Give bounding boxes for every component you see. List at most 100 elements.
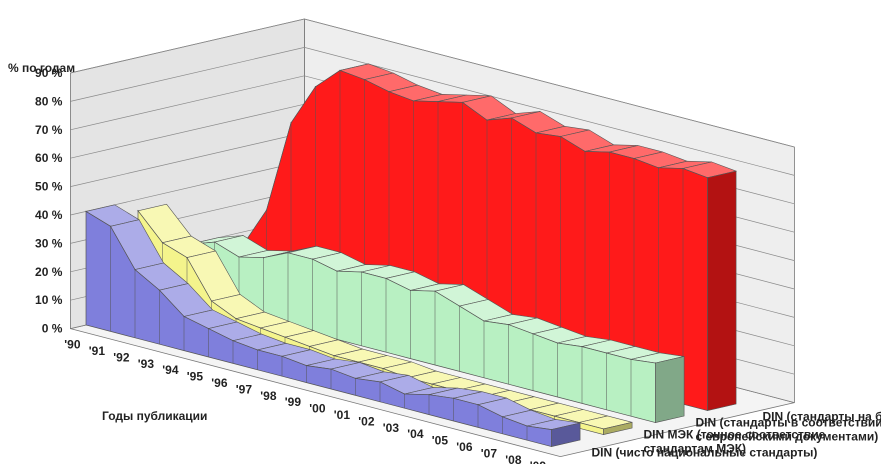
x-tick-label: '09 [530, 459, 547, 464]
x-tick-label: '98 [260, 389, 277, 403]
series-label: DIN (стандарты на базе МЭК) [763, 410, 881, 424]
data-point [238, 256, 240, 258]
y-tick-label: 70 % [35, 123, 63, 137]
data-point [287, 252, 289, 254]
data-point [363, 79, 366, 81]
x-tick-label: '06 [456, 440, 473, 454]
data-point [584, 150, 586, 152]
data-point [207, 328, 210, 330]
x-tick-label: '03 [383, 421, 400, 435]
data-point [186, 257, 188, 259]
data-point [330, 368, 332, 370]
data-point [256, 349, 259, 351]
data-point [437, 101, 439, 103]
data-point [403, 393, 406, 395]
data-point [308, 345, 311, 348]
data-point [137, 210, 139, 212]
data-point [161, 242, 164, 244]
data-point [428, 394, 430, 396]
data-point [431, 383, 433, 385]
data-point [360, 271, 363, 273]
data-point [483, 320, 485, 322]
data-point [559, 135, 562, 138]
x-tick-label: '07 [481, 446, 498, 460]
series-label: DIN (чисто национальные стандарты) [592, 446, 818, 460]
data-point [630, 358, 632, 360]
y-tick-label: 90 % [35, 66, 63, 80]
series-label-line: DIN МЭК (точное соответствие [644, 428, 826, 442]
data-point [510, 117, 513, 119]
x-tick-label: '08 [505, 453, 522, 464]
data-point [486, 119, 488, 121]
x-tick-label: '00 [309, 402, 326, 416]
data-point [477, 404, 479, 406]
y-tick-label: 50 % [35, 180, 63, 194]
data-point [339, 69, 341, 71]
data-point [314, 86, 317, 88]
data-point [461, 101, 464, 103]
data-point [232, 340, 234, 342]
data-point [550, 428, 553, 431]
data-point [333, 355, 335, 357]
data-point [535, 132, 537, 134]
data-point [134, 269, 136, 271]
x-tick-label: '96 [211, 376, 228, 390]
data-point [109, 225, 112, 227]
data-point [210, 300, 213, 302]
y-tick-label: 40 % [35, 208, 63, 222]
x-tick-label: '97 [236, 382, 253, 396]
data-point [654, 362, 657, 364]
data-point [581, 346, 583, 348]
series-area [85, 210, 552, 448]
data-point [385, 277, 387, 279]
data-point [183, 315, 185, 318]
data-point [434, 290, 436, 292]
data-point [501, 416, 504, 418]
data-point [682, 167, 684, 170]
data-point [85, 210, 87, 212]
series-label-line: с европейскими документами) [696, 430, 879, 444]
data-point [602, 428, 605, 430]
data-point [412, 100, 415, 102]
data-point [458, 305, 461, 307]
data-point [290, 122, 292, 124]
data-point [305, 364, 308, 367]
gridline [70, 47, 795, 176]
series-labels: DIN (чисто национальные стандарты)DIN МЭ… [592, 410, 881, 460]
x-tick-label: '90 [64, 338, 81, 352]
x-tick-label: '99 [285, 395, 302, 409]
series-label-line: DIN (стандарты на базе МЭК) [763, 410, 881, 424]
gridline [70, 18, 795, 148]
data-point [235, 318, 237, 320]
y-tick-label: 10 % [35, 293, 63, 307]
series-label: DIN МЭК (точное соответствие стандартам М… [644, 428, 826, 456]
series-1 [85, 204, 581, 448]
data-point [409, 289, 412, 292]
x-tick-label: '95 [187, 370, 204, 384]
data-point [553, 415, 556, 417]
x-tick-label: '92 [113, 350, 130, 364]
data-point [605, 352, 608, 354]
series-end-face [707, 170, 737, 411]
data-point [281, 355, 283, 357]
x-tick-label: '02 [358, 414, 375, 428]
y-axis-title: % по годам [8, 61, 75, 75]
x-tick-label: '04 [407, 427, 424, 441]
y-tick-label: 60 % [35, 151, 63, 165]
x-tick-label: '01 [334, 408, 351, 422]
data-point [382, 367, 384, 370]
data-point [633, 157, 635, 160]
data-point [706, 177, 709, 179]
x-tick-label: '94 [162, 363, 179, 377]
series-end-face [655, 356, 685, 423]
data-point [379, 381, 381, 383]
data-point [608, 151, 611, 153]
y-tick-label: 0 % [42, 322, 63, 336]
x-axis: '90 '91 '92 '93 '94 '95 '96 '97 '98 '99 '00 '01 '02 '… [64, 338, 546, 464]
data-point [158, 289, 161, 291]
x-tick-label: '93 [138, 357, 155, 371]
x-tick-label: '91 [89, 344, 106, 358]
y-tick-label: 80 % [35, 94, 63, 108]
